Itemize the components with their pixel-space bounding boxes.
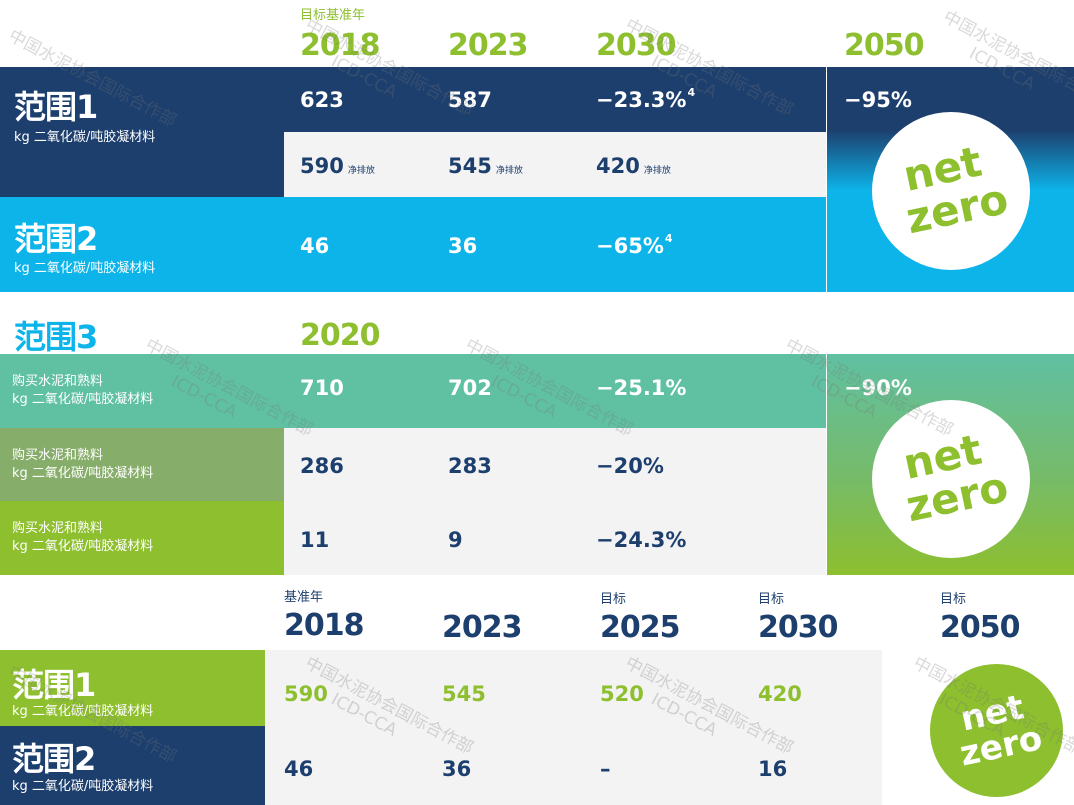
year-2018-header: 2018 [300,28,380,63]
scope1-2023-value: 587 [448,88,492,112]
scope3-r2-2018: 286 [300,454,344,478]
net-zero-badge: net zero [872,112,1030,270]
scope2-title: 范围2 [14,220,98,258]
scope3-r3-2023: 9 [448,528,463,552]
scope3-2050-target: −90% [844,376,912,400]
scope3-r2-2030: −20% [596,454,664,478]
bottom-year-2018: 2018 [284,608,364,643]
bottom-target-label-2025: 目标 [600,592,627,607]
scope3-r1-2030: −25.1% [596,376,687,400]
net-zero-badge-scope3: net zero [872,400,1030,558]
bottom-year-2030: 2030 [758,610,838,645]
bottom-scope2-title: 范围2 [12,740,96,778]
scope3-row-3-label: 购买水泥和熟料 kg 二氧化碳/吨胶凝材料 [12,521,154,554]
bottom-scope1-row [265,650,882,726]
scope1-2030-value: −23.3%4 [596,86,696,112]
bottom-year-2025: 2025 [600,610,680,645]
bottom-year-2050: 2050 [940,610,1020,645]
scope3-r1-2018: 710 [300,376,344,400]
scope1-net-2018: 590 净排放 [300,154,375,178]
base-year-label: 目标基准年 [300,8,366,23]
scope3-row-2-label: 购买水泥和熟料 kg 二氧化碳/吨胶凝材料 [12,448,154,481]
year-2023-header: 2023 [448,28,528,63]
bottom-scope2-label-block [0,726,265,805]
scope3-r1-2023: 702 [448,376,492,400]
net-zero-logo-icon: net zero [899,137,1012,244]
scope3-row-1 [0,354,826,428]
scope1-net-row [284,132,826,197]
bottom-scope1-label-block [0,650,265,726]
bottom-year-2023: 2023 [442,610,522,645]
scope1-gross-row [0,67,826,132]
scope2-2023-value: 36 [448,234,478,258]
scope3-row-3 [284,501,826,575]
scope3-year-header: 2020 [300,318,380,353]
scope1-net-2023: 545 净排放 [448,154,523,178]
bottom-scope2-2030: 16 [758,757,788,781]
bottom-base-label: 基准年 [284,590,324,605]
scope1-unit: kg 二氧化碳/吨胶凝材料 [14,130,156,145]
scope3-row-1-label: 购买水泥和熟料 kg 二氧化碳/吨胶凝材料 [12,374,154,407]
year-2030-header: 2030 [596,28,676,63]
bottom-scope2-unit: kg 二氧化碳/吨胶凝材料 [12,779,154,794]
bottom-scope1-2023: 545 [442,682,486,706]
bottom-scope1-2025: 520 [600,682,644,706]
scope2-2030-value: −65%4 [596,232,673,258]
scope3-r2-2023: 283 [448,454,492,478]
net-zero-logo-icon: net zero [956,687,1045,774]
scope2-unit: kg 二氧化碳/吨胶凝材料 [14,261,156,276]
scope3-title: 范围3 [14,318,98,356]
year-2050-header: 2050 [844,28,924,63]
scope3-r3-2030: −24.3% [596,528,687,552]
bottom-scope1-unit: kg 二氧化碳/吨胶凝材料 [12,704,154,719]
scope1-net-2030: 420 净排放 [596,154,671,178]
bottom-scope2-2023: 36 [442,757,472,781]
bottom-scope1-2030: 420 [758,682,802,706]
scope2-2018-value: 46 [300,234,330,258]
scope1-2050-target: −95% [844,88,912,112]
scope1-title: 范围1 [14,88,98,126]
scope1-label-block [0,132,284,197]
scope3-r3-2018: 11 [300,528,330,552]
bottom-scope1-title: 范围1 [12,666,96,704]
scope3-row-2-label-block [0,428,284,501]
bottom-scope2-row [265,726,882,805]
net-zero-badge-bottom: net zero [930,664,1063,797]
bottom-scope2-2018: 46 [284,757,314,781]
scope1-2018-value: 623 [300,88,344,112]
bottom-target-label-2050: 目标 [940,592,967,607]
bottom-target-label-2030: 目标 [758,592,785,607]
scope3-row-3-label-block [0,501,284,575]
bottom-scope2-2025: – [600,757,611,781]
scope3-row-2 [284,428,826,501]
scope2-row [0,197,826,292]
net-zero-logo-icon: net zero [899,425,1012,532]
bottom-scope1-2018: 590 [284,682,328,706]
